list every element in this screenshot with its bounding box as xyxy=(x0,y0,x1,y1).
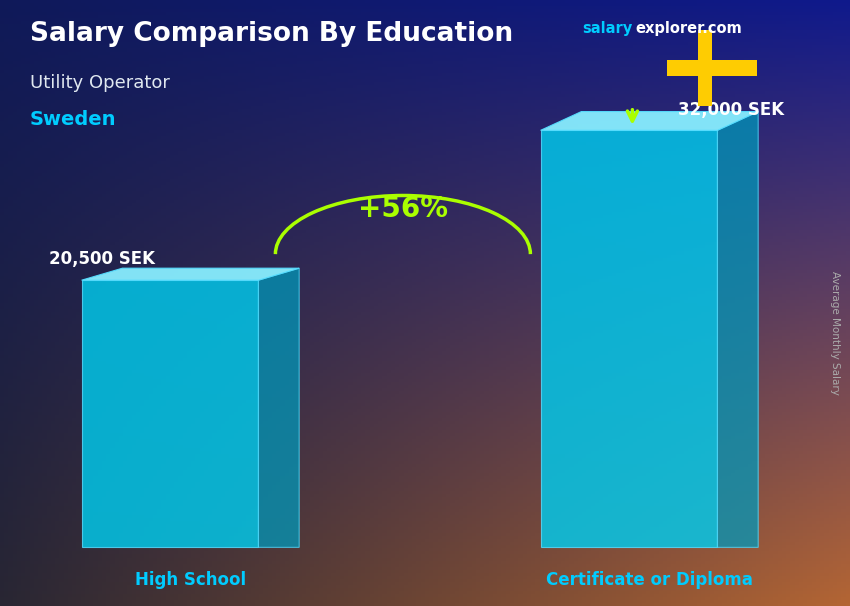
Bar xyxy=(698,30,711,106)
Polygon shape xyxy=(541,112,758,130)
Text: Average Monthly Salary: Average Monthly Salary xyxy=(830,271,840,395)
Bar xyxy=(82,280,258,547)
Text: 32,000 SEK: 32,000 SEK xyxy=(678,101,784,119)
Bar xyxy=(541,130,717,547)
Text: +56%: +56% xyxy=(358,195,448,222)
Text: Salary Comparison By Education: Salary Comparison By Education xyxy=(30,21,513,47)
Text: explorer.com: explorer.com xyxy=(635,21,742,36)
Polygon shape xyxy=(258,268,299,547)
Polygon shape xyxy=(82,268,299,280)
Text: Sweden: Sweden xyxy=(30,110,116,129)
Polygon shape xyxy=(717,112,758,547)
Text: salary: salary xyxy=(582,21,632,36)
Text: High School: High School xyxy=(135,571,246,589)
Text: Certificate or Diploma: Certificate or Diploma xyxy=(546,571,753,589)
Text: 20,500 SEK: 20,500 SEK xyxy=(49,250,155,268)
Text: Utility Operator: Utility Operator xyxy=(30,74,170,92)
Bar xyxy=(667,60,756,76)
